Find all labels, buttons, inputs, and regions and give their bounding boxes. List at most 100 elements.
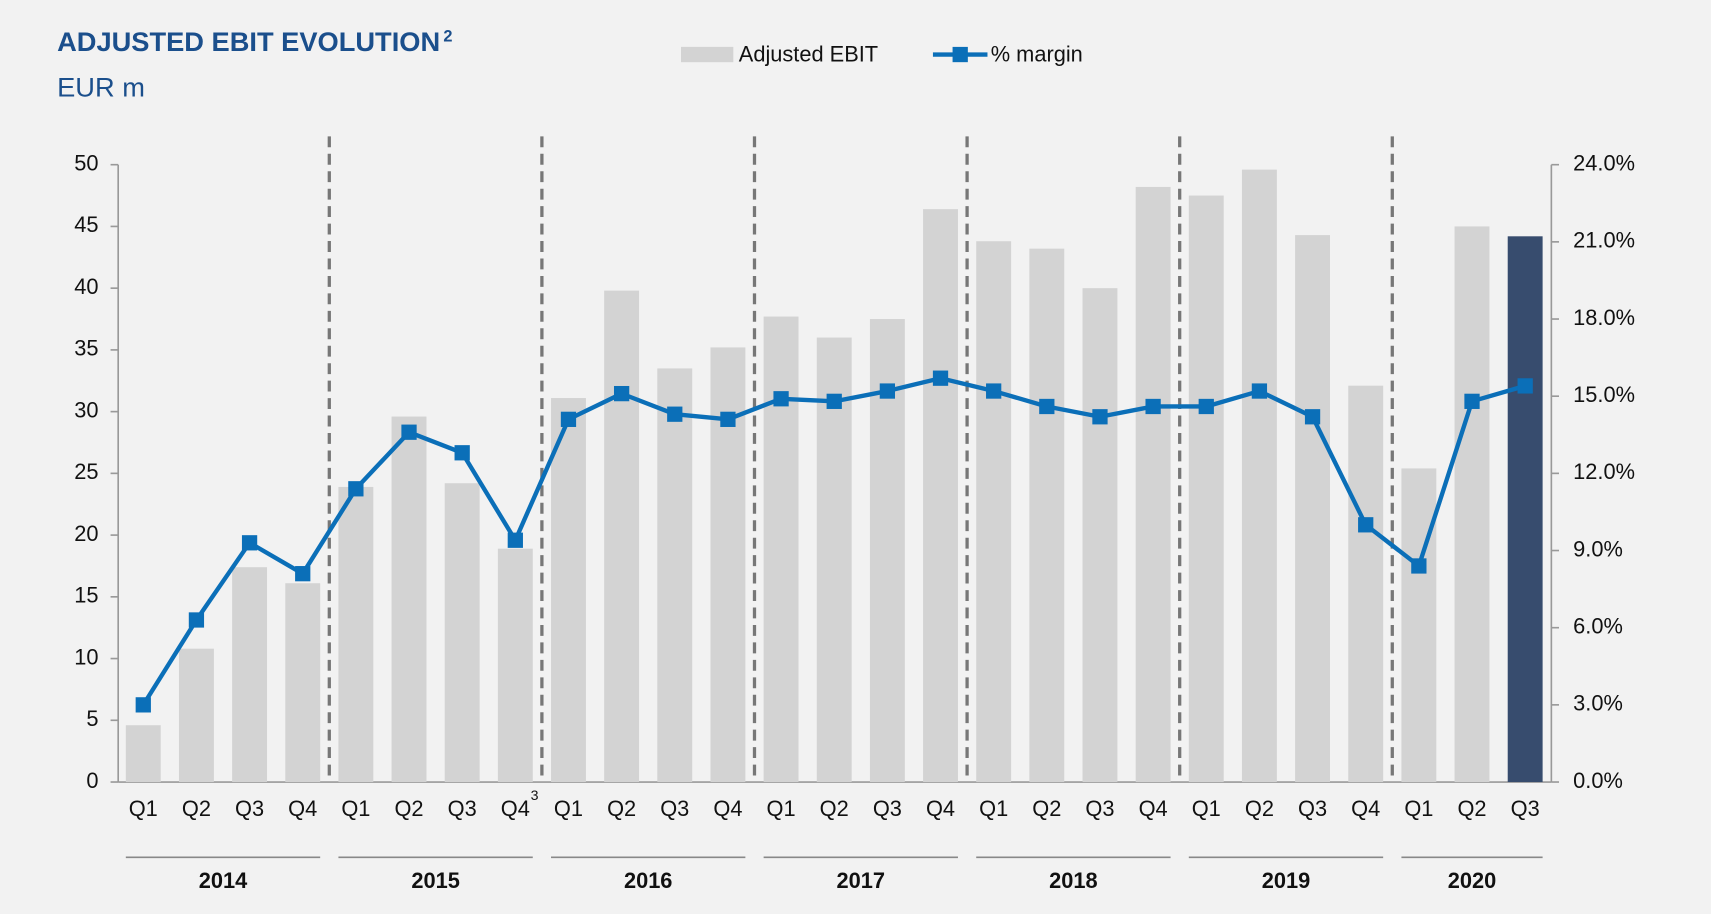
margin-marker (1092, 409, 1108, 425)
legend-label: % margin (991, 41, 1083, 66)
bar (657, 368, 693, 783)
bar (1454, 226, 1490, 783)
group-label: 2014 (199, 868, 248, 893)
margin-marker (1251, 383, 1268, 399)
x-tick-label: Q4 (501, 796, 530, 821)
x-tick-label: Q2 (1457, 796, 1486, 821)
y-tick-label: 15 (74, 583, 98, 608)
y2-tick-label: 3.0% (1573, 691, 1623, 716)
x-tick-label: Q1 (1404, 796, 1433, 821)
margin-marker (1517, 378, 1533, 394)
x-tick-label: Q1 (554, 796, 583, 821)
bar (1401, 468, 1437, 783)
bar (1082, 288, 1118, 783)
x-tick-label: Q2 (1245, 796, 1274, 821)
margin-marker (454, 445, 470, 461)
x-tick-label: Q3 (660, 796, 689, 821)
bar (285, 583, 321, 783)
x-tick-label: Q1 (767, 796, 796, 821)
legend-marker (952, 46, 968, 63)
x-tick-label: Q1 (341, 796, 370, 821)
y2-tick-label: 12.0% (1573, 459, 1635, 484)
bar (551, 398, 586, 783)
group-label: 2020 (1448, 868, 1497, 893)
bar (232, 567, 268, 783)
x-tick-label: Q3 (448, 796, 477, 821)
bar (125, 725, 161, 783)
bar (1348, 385, 1384, 783)
group-label: 2017 (837, 868, 886, 893)
bar (923, 209, 958, 783)
y-tick-label: 20 (74, 521, 98, 546)
x-tick-label: Q1 (129, 796, 158, 821)
x-tick-label: Q3 (235, 796, 264, 821)
x-tick-label: Q4 (288, 796, 317, 821)
margin-marker (560, 411, 577, 427)
x-tick-label: Q4 (713, 796, 742, 821)
bar (763, 316, 799, 783)
chart-subtitle: EUR m (57, 72, 145, 103)
group-label: 2015 (411, 868, 459, 893)
group-label: 2018 (1049, 868, 1098, 893)
margin-marker (667, 406, 683, 422)
margin-marker (348, 481, 364, 497)
margin-marker (135, 697, 151, 713)
margin-marker (986, 383, 1002, 399)
bar (444, 483, 480, 783)
y-tick-label: 25 (74, 459, 98, 484)
margin-marker (507, 532, 523, 548)
x-tick-label: Q2 (182, 796, 211, 821)
margin-marker (720, 411, 736, 427)
bar (497, 548, 533, 783)
y-tick-label: 10 (74, 644, 98, 669)
x-tick-label: Q1 (979, 796, 1008, 821)
x-tick-label: Q2 (1032, 796, 1061, 821)
bar (1135, 186, 1171, 783)
bar (976, 241, 1012, 783)
category-note: 3 (531, 788, 539, 804)
y-tick-label: 45 (74, 212, 98, 237)
margin-marker (401, 424, 417, 440)
margin-marker (932, 370, 949, 386)
x-tick-label: Q4 (926, 796, 955, 821)
y-tick-label: 50 (74, 150, 98, 175)
y2-tick-label: 21.0% (1573, 228, 1635, 253)
margin-marker (773, 391, 789, 407)
bar (1295, 235, 1331, 783)
margin-marker (879, 383, 896, 399)
y-tick-label: 40 (74, 274, 98, 299)
chart-title: ADJUSTED EBIT EVOLUTION (57, 26, 440, 57)
margin-marker (1464, 393, 1480, 409)
x-tick-label: Q4 (1139, 796, 1168, 821)
margin-marker (826, 393, 842, 409)
group-label: 2016 (624, 868, 673, 893)
margin-marker (188, 612, 205, 628)
x-tick-label: Q4 (1351, 796, 1380, 821)
margin-marker (1145, 398, 1161, 415)
bar (816, 337, 852, 783)
x-tick-label: Q3 (873, 796, 902, 821)
margin-marker (613, 385, 630, 402)
bar (178, 648, 214, 783)
bar (1029, 248, 1065, 783)
bar (1241, 169, 1277, 783)
bar (338, 486, 374, 783)
margin-marker (1198, 398, 1214, 415)
x-tick-label: Q3 (1511, 796, 1540, 821)
bar (604, 290, 640, 783)
x-tick-label: Q3 (1085, 796, 1114, 821)
x-tick-label: Q2 (607, 796, 636, 821)
y-tick-label: 0 (86, 768, 98, 793)
y2-tick-label: 6.0% (1573, 613, 1623, 638)
margin-marker (1358, 517, 1374, 533)
legend-swatch (680, 46, 734, 63)
y2-tick-label: 0.0% (1573, 768, 1623, 793)
y-tick-label: 5 (86, 706, 98, 731)
x-tick-label: Q2 (394, 796, 423, 821)
margin-marker (1304, 409, 1321, 425)
bar (1507, 236, 1543, 783)
legend-label: Adjusted EBIT (739, 41, 878, 66)
bar (1188, 195, 1224, 783)
x-tick-label: Q2 (820, 796, 849, 821)
bar (391, 416, 427, 783)
